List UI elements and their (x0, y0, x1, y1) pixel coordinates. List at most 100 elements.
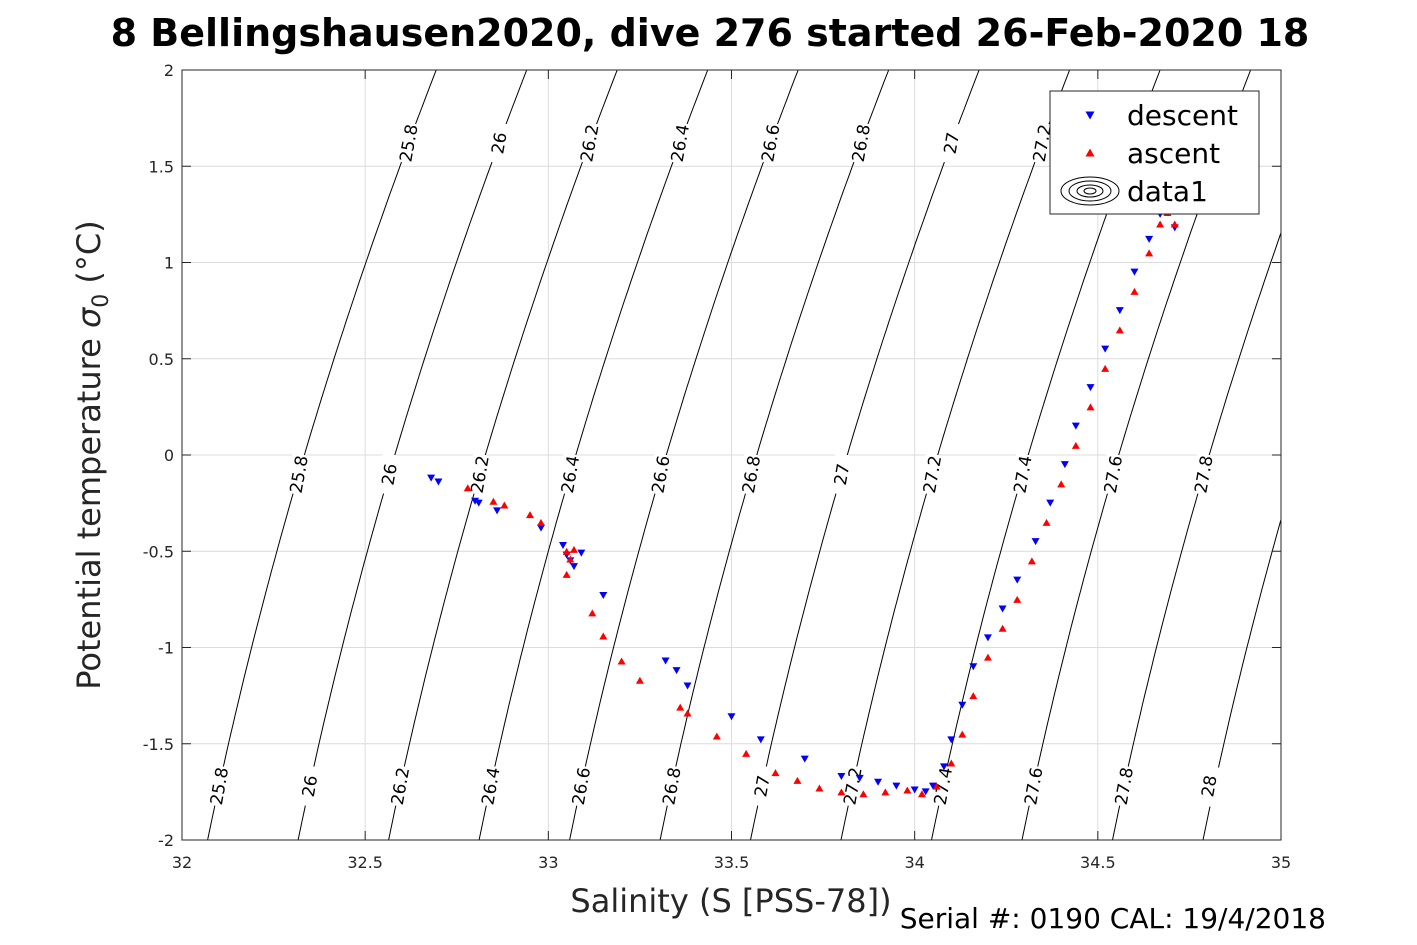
ascent-point (983, 653, 992, 661)
x-tick-label: 33.5 (714, 853, 750, 872)
descent-point (998, 605, 1007, 613)
ascent-point (588, 609, 597, 617)
isopycnal-label: 26.2 (576, 121, 604, 165)
isopycnal-label-bg (748, 764, 776, 808)
isopycnal-label-text: 27 (751, 774, 774, 799)
descent-point (921, 788, 930, 796)
isopycnal-label-bg (658, 764, 685, 808)
isopycnal-label-text: 25.8 (287, 454, 313, 495)
y-axis-label: Potential temperature σ0 (°C) (70, 220, 114, 689)
descent-point (969, 663, 978, 671)
ascent-point (1115, 326, 1124, 334)
isopycnal-label-text: 26.6 (569, 766, 595, 807)
isopycnal-label-bg (576, 121, 603, 165)
isopycnal-label: 26.4 (556, 452, 584, 496)
isopycnal-label: 26.6 (567, 764, 595, 808)
descent-point (800, 755, 809, 763)
isopycnal-label: 27.2 (918, 452, 946, 496)
descent-point (874, 778, 883, 786)
ascent-point (881, 788, 890, 796)
isopycnal-label-bg (395, 121, 422, 165)
ascent-point (1057, 480, 1066, 488)
ascent-point (742, 749, 751, 757)
isopycnal-label-bg (477, 764, 504, 808)
isopycnal-label-text: 26 (378, 462, 401, 487)
isopycnal-label: 27.6 (1020, 764, 1048, 808)
descent-point (855, 774, 864, 782)
isopycnal-label-bg (918, 452, 946, 496)
ascent-point (815, 784, 824, 792)
isopycnal-label: 26 (485, 121, 513, 165)
isopycnal-label: 27.2 (839, 764, 867, 808)
ascent-point (1027, 557, 1036, 565)
x-axis-ticks: 32 32.5 33 33.5 34 34.5 35 (172, 70, 1291, 872)
ascent-point (837, 788, 846, 796)
descent-point (1071, 422, 1080, 430)
descent-point (983, 634, 992, 642)
isopycnal-label: 26 (296, 764, 323, 808)
isopycnal-label-text: 26.2 (468, 454, 494, 495)
isopycnal-label-text: 26.6 (648, 454, 674, 495)
isopycnal-label: 26 (375, 452, 403, 496)
ascent-point (1170, 220, 1179, 228)
chart-title: 8 Bellingshausen2020, dive 276 started 2… (111, 11, 1310, 55)
descent-point (1060, 461, 1069, 469)
ascent-point (617, 657, 626, 665)
descent-point (569, 563, 578, 571)
isopycnal-label-bg (285, 452, 313, 496)
isopycnal-label-text: 27.8 (1191, 454, 1217, 495)
legend: descent ascent data1 (1049, 90, 1260, 215)
ascent-point (635, 676, 644, 684)
isopycnal-label-text: 27 (941, 131, 964, 156)
ascent-point (1013, 595, 1022, 603)
isopycnal-label-text: 26.2 (577, 123, 603, 164)
ascent-point (562, 547, 571, 555)
ascent-point (463, 484, 472, 492)
ascent-point (1130, 287, 1139, 295)
legend-box (1049, 90, 1260, 215)
descent-point (727, 713, 736, 721)
ascent-point (1042, 518, 1051, 526)
x-tick-label: 32.5 (347, 853, 383, 872)
isopycnal-label-text: 26.4 (478, 766, 504, 807)
isopycnal-label-bg (666, 121, 694, 165)
ascent-point (599, 632, 608, 640)
ascent-point (958, 730, 967, 738)
isopycnal-label-bg (757, 121, 784, 165)
isopycnal-label-bg (929, 764, 957, 808)
x-tick-label: 34.5 (1080, 853, 1116, 872)
isopycnal-label: 26.6 (647, 452, 675, 496)
descent-point (928, 782, 937, 790)
isopycnal-label-bg (1028, 121, 1056, 165)
y-tick-label: 0 (164, 446, 174, 465)
isopycnal-label: 26.8 (658, 764, 686, 808)
isopycnal-label-text: 27.6 (1021, 766, 1047, 807)
isopycnal-label: 27 (828, 452, 855, 496)
isopycnal-label-bg (647, 452, 674, 496)
isopycnal-label: 26.8 (737, 452, 765, 496)
y-tick-label: -1.5 (143, 735, 174, 754)
ascent-point (1145, 249, 1154, 257)
descent-point (1046, 499, 1055, 507)
y-tick-label: 1.5 (149, 157, 174, 176)
ascent-point (859, 790, 868, 798)
isopycnal-label-bg (386, 764, 414, 808)
descent-point (1031, 538, 1040, 546)
ascent-point (903, 786, 912, 794)
isopycnal-label: 26.4 (477, 764, 505, 808)
descent-point (683, 682, 692, 690)
isopycnal-label-bg (485, 121, 513, 165)
y-axis-label-main: Potential temperature (70, 328, 108, 690)
grid (182, 70, 1281, 840)
isopycnal-label-text: 28 (1198, 774, 1221, 799)
descent-point (756, 736, 765, 744)
descent-point (434, 478, 443, 486)
isopycnal-label: 26.8 (847, 121, 875, 165)
isopycnal-label-text: 26.4 (668, 123, 694, 164)
isopycnal-label-text: 26 (299, 774, 322, 799)
isopycnal-label-text: 26.2 (388, 766, 414, 807)
isopycnal-label: 27.6 (1099, 452, 1127, 496)
y-tick-label: 1 (164, 254, 174, 273)
isopycnal-label-text: 27.8 (1112, 766, 1138, 807)
ascent-point (998, 624, 1007, 632)
